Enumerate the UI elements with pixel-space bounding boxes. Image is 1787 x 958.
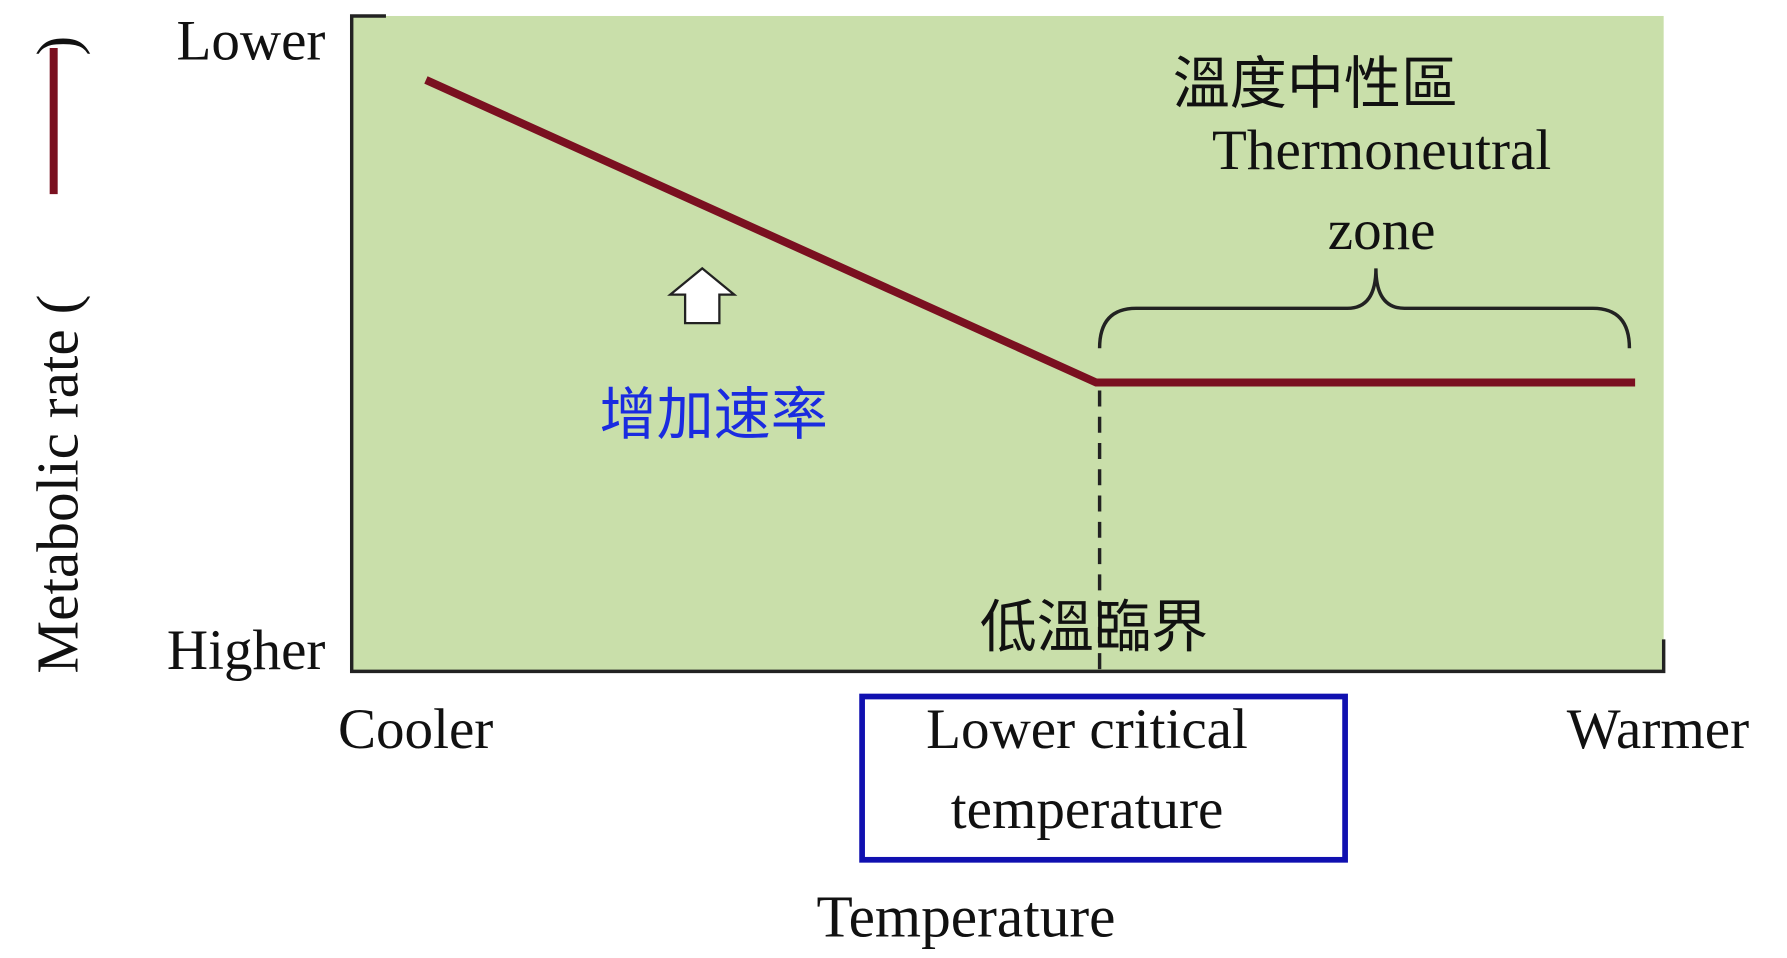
marker-label: temperature <box>951 778 1224 841</box>
critical-zh: 低溫臨界 <box>980 594 1208 660</box>
rate-zh: 增加速率 <box>600 382 828 448</box>
axes <box>349 14 1666 674</box>
x-left-label: Cooler <box>338 698 493 761</box>
marker-label: Lower critical <box>926 698 1248 761</box>
zone-brace <box>1097 268 1632 349</box>
zone-zh: 溫度中性區 <box>1173 51 1458 117</box>
y-axis-label-end: ) <box>25 36 91 56</box>
highlight-box <box>859 693 1348 863</box>
x-axis-label: Temperature <box>816 883 1115 949</box>
zone-en: zone <box>1328 199 1436 262</box>
zone-en: Thermoneutral <box>1212 119 1551 182</box>
y-bottom-label: Higher <box>167 619 326 682</box>
y-top-label: Lower <box>176 9 325 72</box>
y-axis-label: Metabolic rate ( <box>25 295 91 674</box>
metabolic-curve <box>424 76 1636 387</box>
x-right-label: Warmer <box>1567 698 1749 761</box>
up-arrow <box>667 266 738 325</box>
